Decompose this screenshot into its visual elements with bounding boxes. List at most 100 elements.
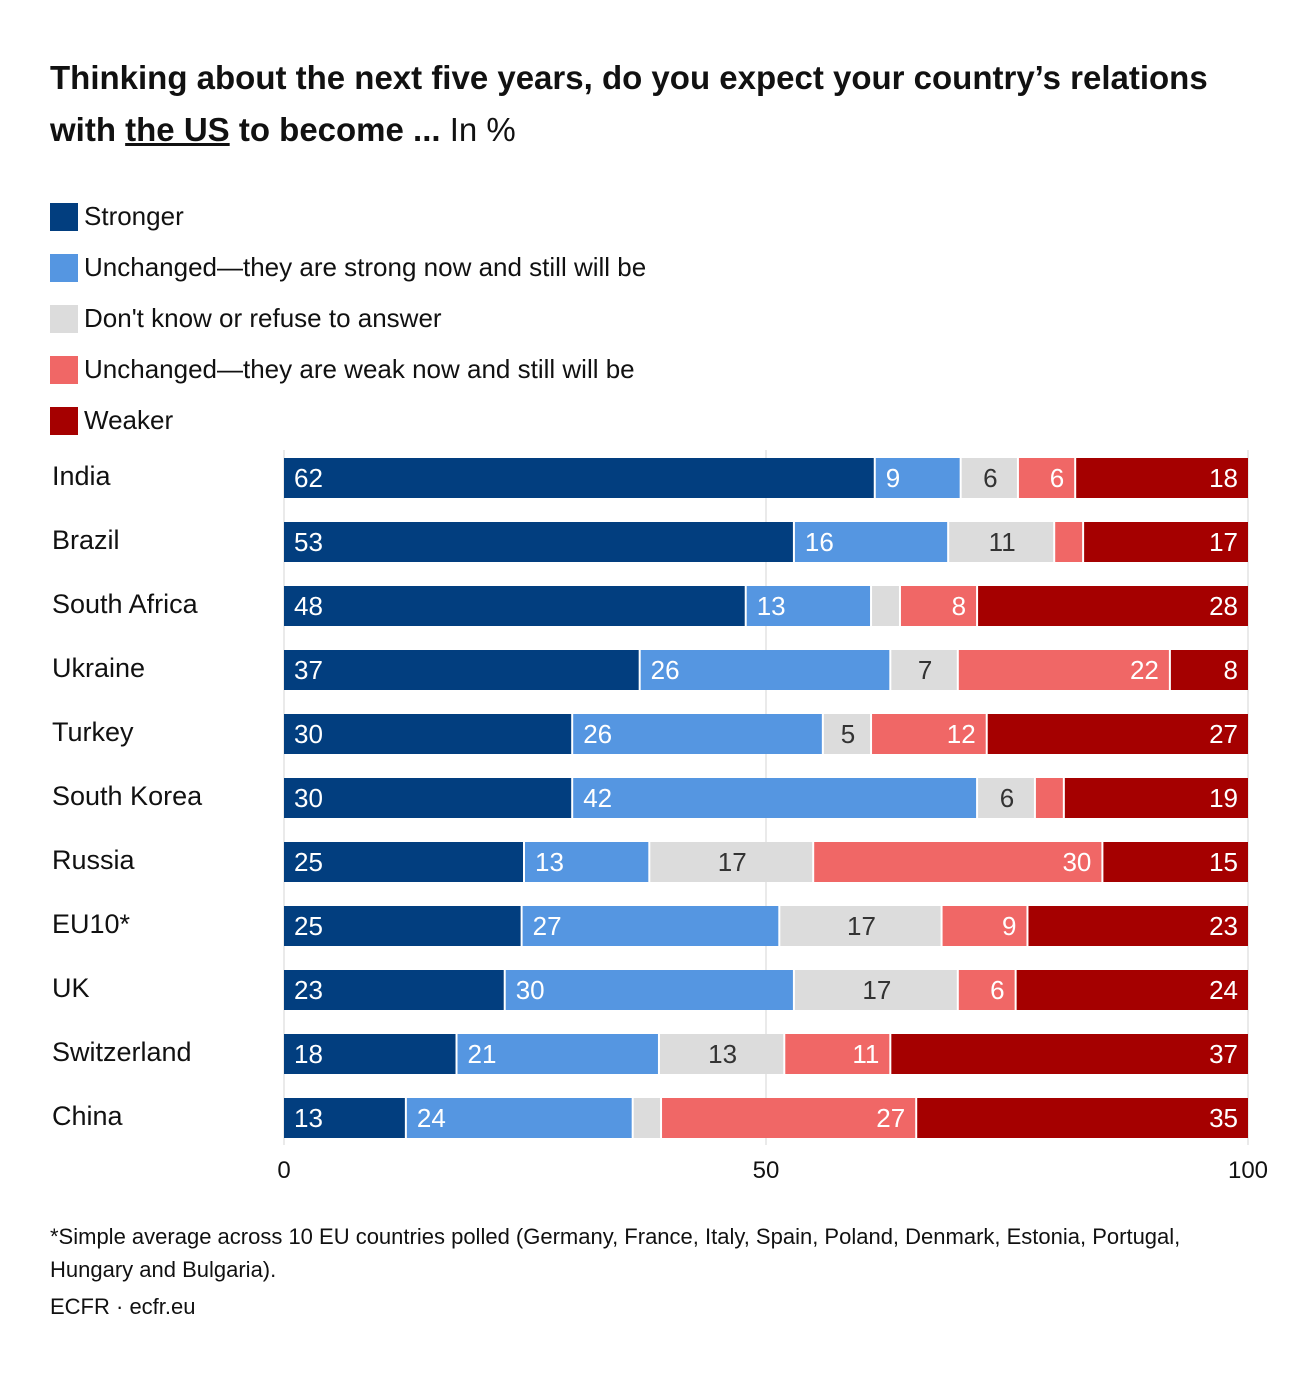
data-label: 7 [918,655,932,685]
bar-segment [284,906,521,946]
data-label: 6 [990,975,1004,1005]
bar-segment [780,906,941,946]
data-label: 5 [841,719,855,749]
data-label: 17 [847,911,876,941]
data-label: 26 [583,719,612,749]
data-label: 18 [1209,463,1238,493]
data-label: 35 [1209,1103,1238,1133]
data-label: 62 [294,463,323,493]
bar-segment [875,458,960,498]
legend-label: Weaker [84,405,174,435]
data-label: 25 [294,847,323,877]
bar-segment [650,842,813,882]
category-label: EU10* [52,909,131,939]
bar-segment [872,714,986,754]
data-label: 17 [718,847,747,877]
category-label: Ukraine [52,653,145,683]
bar-segment [814,842,1102,882]
category-label: Russia [52,845,136,875]
legend-item: Unchanged—they are weak now and still wi… [50,344,646,395]
data-label: 12 [947,719,976,749]
bar-segment [573,714,822,754]
data-label: 30 [1062,847,1091,877]
data-label: 30 [294,719,323,749]
data-label: 30 [294,783,323,813]
legend-item: Stronger [50,191,646,242]
bar-segment [746,586,871,626]
data-label: 48 [294,591,323,621]
data-label: 15 [1209,847,1238,877]
bar-segment [406,1098,632,1138]
data-label: 16 [805,527,834,557]
bar-segment [942,906,1027,946]
bar-segment [872,586,899,626]
data-label: 8 [952,591,966,621]
legend-swatch [50,253,78,282]
data-label: 6 [983,463,997,493]
data-label: 23 [1209,911,1238,941]
data-label: 24 [417,1103,446,1133]
data-label: 37 [1209,1039,1238,1069]
legend-swatch [50,355,78,384]
legend-label: Unchanged—they are strong now and still … [84,252,647,282]
category-label: India [52,461,112,491]
bar-segment [284,714,572,754]
data-label: 24 [1209,975,1238,1005]
bar-segment [457,1034,658,1074]
bar-segment [640,650,890,690]
bar-segment [505,970,793,1010]
data-label: 26 [651,655,680,685]
legend-label: Stronger [84,201,184,231]
bar-segment [958,650,1169,690]
bar-segment [823,714,871,754]
legend: Stronger Unchanged—they are strong now an… [50,191,646,446]
bar-segment [891,1034,1248,1074]
data-label: 8 [1224,655,1238,685]
chart-title: Thinking about the next five years, do y… [50,59,1208,148]
bar-segment [284,1098,405,1138]
category-label: China [52,1101,124,1131]
legend-swatch [50,202,78,231]
category-label: Brazil [52,525,120,555]
bar-segment [633,1098,661,1138]
data-label: 21 [468,1039,497,1069]
data-label: 13 [757,591,786,621]
data-label: 13 [294,1103,323,1133]
category-label: South Korea [52,781,203,811]
legend-swatch [50,406,78,435]
data-label: 18 [294,1039,323,1069]
data-label: 17 [862,975,891,1005]
category-label: UK [52,973,90,1003]
bar-segment [1035,778,1063,818]
bar-segment [284,522,793,562]
legend-item: Don't know or refuse to answer [50,293,646,344]
bar-segment [284,970,504,1010]
bar-segment [961,458,1017,498]
bar-segment [662,1098,916,1138]
data-label: 19 [1209,783,1238,813]
data-label: 13 [708,1039,737,1069]
bar-segment [949,522,1054,562]
bar-segment [1170,650,1248,690]
bar-segment [1064,778,1248,818]
bar-segment [978,778,1034,818]
bar-segment [284,458,874,498]
x-tick-label: 0 [277,1157,290,1184]
bar-segment [917,1098,1248,1138]
data-label: 11 [989,527,1016,557]
bar-segment [284,842,523,882]
data-label: 25 [294,911,323,941]
bar-segment [1055,522,1083,562]
data-label: 28 [1209,591,1238,621]
category-label: South Africa [52,589,199,619]
category-label: Turkey [52,717,134,747]
bar-segment [978,586,1248,626]
data-label: 13 [535,847,564,877]
bar-segment [284,1034,456,1074]
legend-item: Unchanged—they are strong now and still … [50,242,646,293]
bar-segment [1103,842,1248,882]
data-label: 27 [876,1103,905,1133]
bar-segment [1028,906,1248,946]
data-label: 6 [1050,463,1064,493]
